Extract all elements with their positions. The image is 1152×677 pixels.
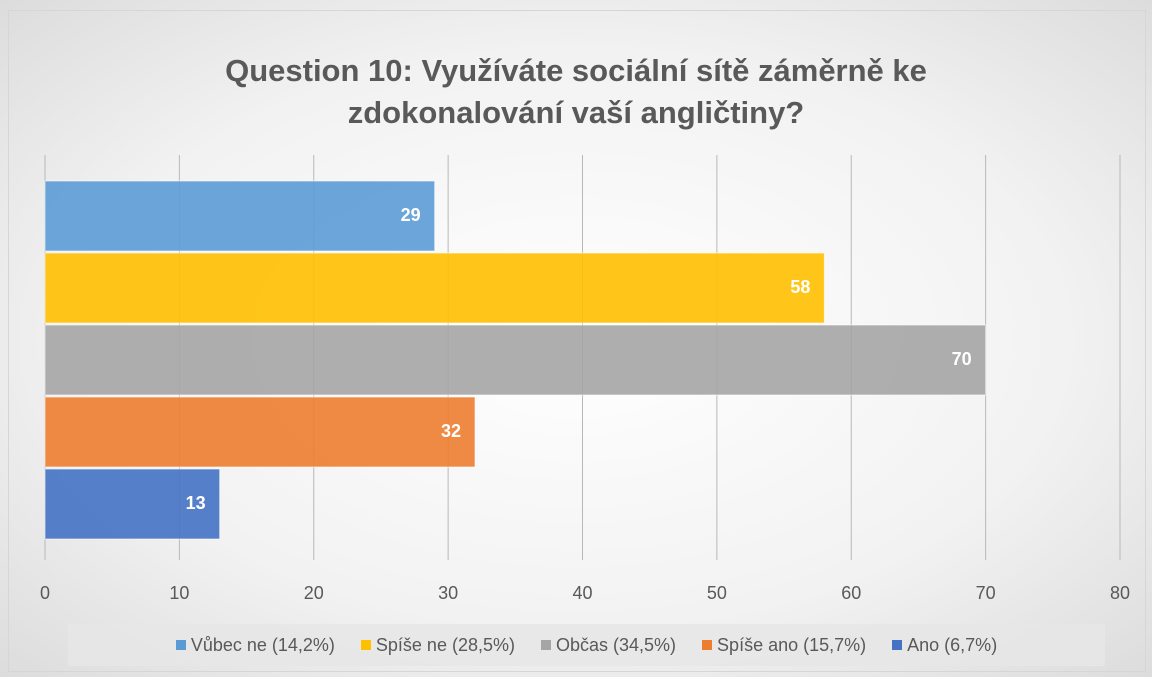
chart-title: Question 10: Využíváte sociální sítě zám… (225, 53, 927, 130)
value-label: 58 (790, 277, 810, 297)
x-tick-label: 60 (841, 583, 861, 603)
x-tick-label: 10 (169, 583, 189, 603)
legend-label: Občas (34,5%) (555, 634, 677, 655)
x-tick-label: 70 (976, 583, 996, 603)
legend-item: Vůbec ne (14,2%) (175, 634, 335, 656)
bar (44, 468, 221, 540)
legend-swatch (360, 640, 371, 650)
x-tick-label: 0 (40, 583, 50, 603)
chart-border (8, 10, 1146, 672)
x-tick-label: 50 (707, 583, 727, 603)
legend-item: Ano (6,7%) (892, 635, 997, 656)
value-label: 13 (186, 493, 206, 513)
legend-label: Vůbec ne (14,2%) (190, 634, 335, 655)
value-label: 29 (401, 205, 421, 225)
legend-swatch (892, 640, 903, 650)
bar (44, 252, 825, 324)
x-tick-label: 20 (304, 583, 324, 603)
legend-label: Ano (6,7%) (907, 634, 998, 655)
bar (44, 180, 436, 252)
legend-item: Spíše ano (15,7%) (702, 635, 866, 656)
x-tick-label: 30 (438, 583, 458, 603)
legend-item: Spíše ne (28,5%) (360, 634, 515, 656)
bar (44, 324, 987, 396)
value-label: 70 (952, 349, 972, 369)
legend-swatch (175, 640, 186, 650)
x-tick-label: 80 (1110, 583, 1130, 603)
legend: Vůbec ne (14,2%) Spíše ne (28,5%) Občas (3… (68, 624, 1105, 666)
legend-item: Občas (34,5%) (540, 634, 677, 656)
legend-swatch (540, 640, 551, 650)
legend-swatch (702, 640, 713, 650)
legend-label: Spíše ano (15,7%) (717, 634, 867, 655)
x-tick-label: 40 (572, 583, 592, 603)
legend-label: Spíše ne (28,5%) (375, 634, 515, 655)
bar (44, 396, 476, 468)
value-label: 32 (441, 421, 461, 441)
